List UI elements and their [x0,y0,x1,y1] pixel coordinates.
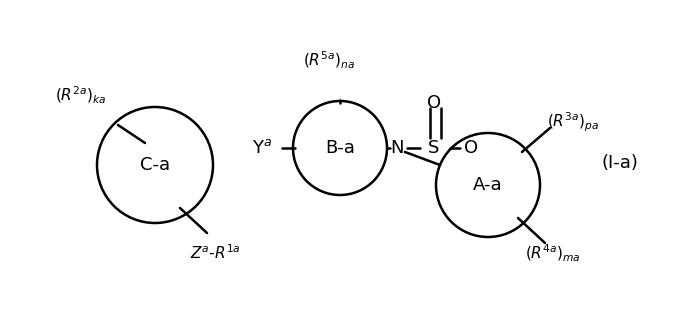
Text: S: S [428,139,440,157]
Text: B-a: B-a [325,139,355,157]
Text: N: N [390,139,404,157]
Text: A-a: A-a [473,176,503,194]
Text: C-a: C-a [140,156,170,174]
Text: $Z^{a}$-$R^{1a}$: $Z^{a}$-$R^{1a}$ [190,244,240,262]
Text: $(R^{5a})_{na}$: $(R^{5a})_{na}$ [303,49,355,70]
Text: $(R^{2a})_{ka}$: $(R^{2a})_{ka}$ [55,85,106,105]
Text: Y$^{a}$: Y$^{a}$ [252,139,272,157]
Text: O: O [464,139,478,157]
Text: $(R^{3a})_{pa}$: $(R^{3a})_{pa}$ [547,110,599,134]
Text: O: O [427,94,441,112]
Text: (I-a): (I-a) [602,154,638,172]
Text: $(R^{4a})_{ma}$: $(R^{4a})_{ma}$ [525,243,581,264]
